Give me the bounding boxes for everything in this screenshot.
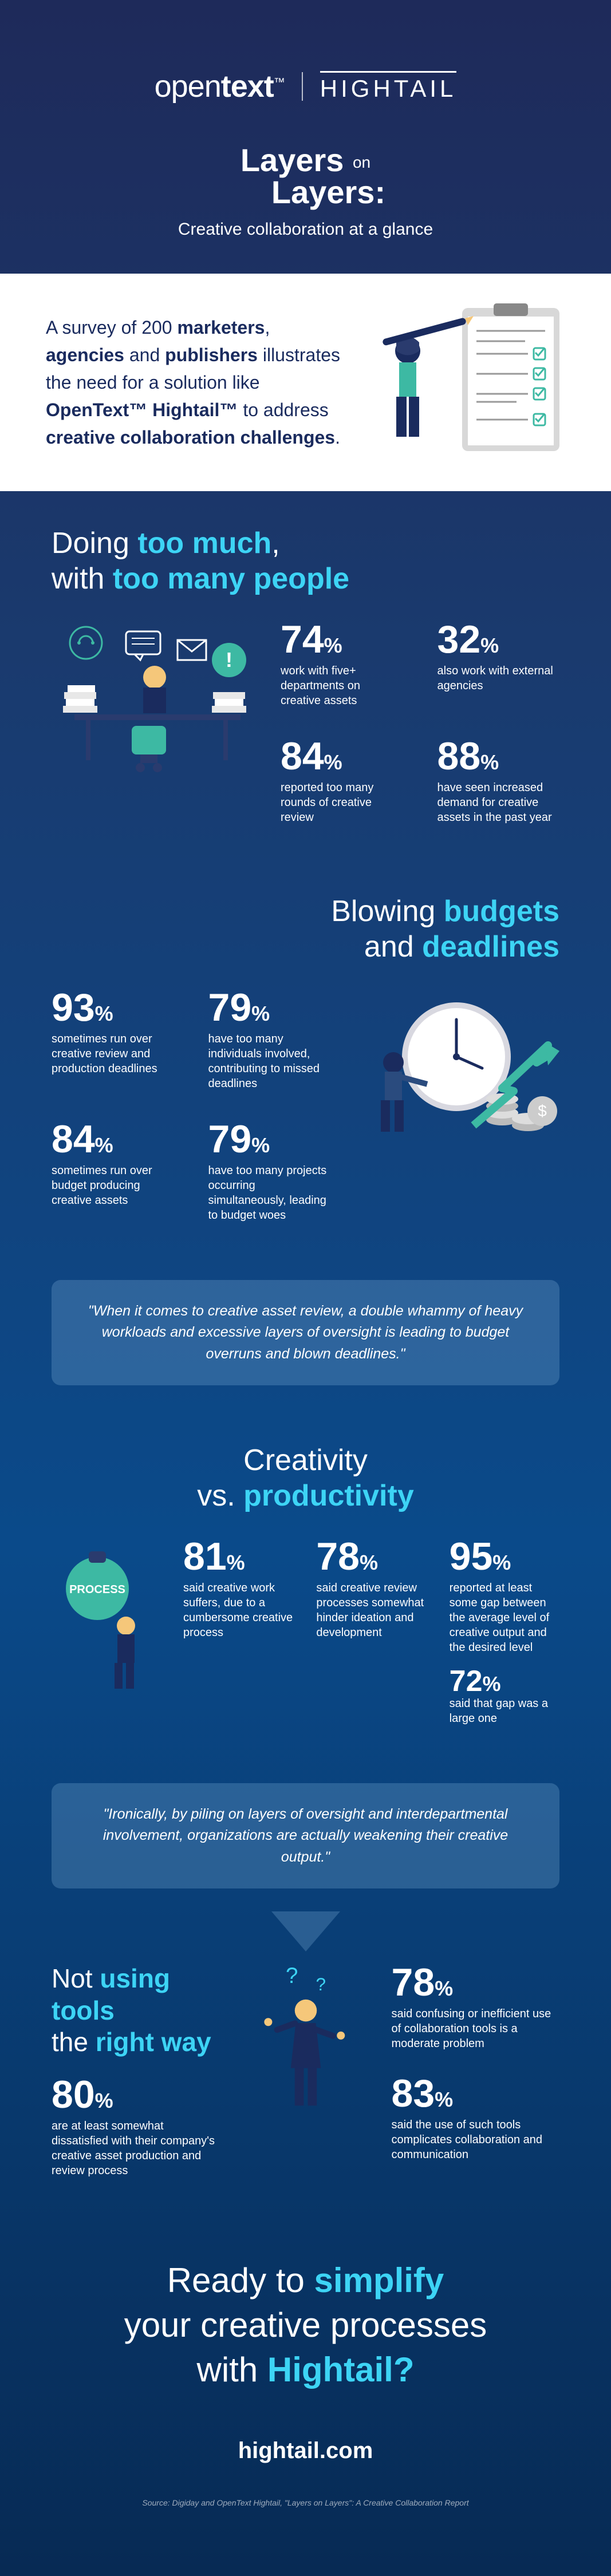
svg-text:?: ? <box>316 1974 326 1994</box>
stat-desc: sometimes run over creative review and p… <box>52 1032 174 1076</box>
weight-illustration: PROCESS <box>52 1537 166 1697</box>
clock-illustration: $ <box>353 988 559 1148</box>
stat-desc: reported too many rounds of creative rev… <box>281 780 403 825</box>
svg-text:?: ? <box>286 1963 298 1988</box>
section-tools: Not using toolsthe right way 80% are at l… <box>0 1951 611 2212</box>
svg-text:!: ! <box>226 648 232 671</box>
logo-row: opentext™ HIGHTAIL <box>46 69 565 104</box>
stat-item: 74% work with five+ departments on creati… <box>281 620 403 708</box>
stat-number: 81% <box>183 1537 293 1576</box>
hightail-logo: HIGHTAIL <box>320 71 457 102</box>
title-line1: Layers on <box>46 144 565 176</box>
stat-desc: also work with external agencies <box>437 663 560 693</box>
intro-section: A survey of 200 marketers, agencies and … <box>0 274 611 491</box>
person-clipboard-icon <box>365 302 565 463</box>
stat-desc: said confusing or inefficient use of col… <box>392 2006 560 2051</box>
stat-number: 72% <box>450 1666 559 1696</box>
stat-number: 95% <box>450 1537 559 1576</box>
stat-item: 84% sometimes run over budget producing c… <box>52 1120 174 1223</box>
stat-number: 83% <box>392 2074 560 2113</box>
stat-item: 88% have seen increased demand for creati… <box>437 737 560 825</box>
stat-number: 84% <box>52 1120 174 1159</box>
sub-stat: 72%said that gap was a large one <box>450 1666 559 1726</box>
title-line2: Layers: <box>92 176 565 208</box>
intro-text: A survey of 200 marketers, agencies and … <box>46 314 342 451</box>
opentext-logo: opentext™ <box>155 69 285 104</box>
svg-text:$: $ <box>538 1102 547 1120</box>
title-block: Layers on Layers: Creative collaboration… <box>46 144 565 239</box>
stat-item: 79% have too many projects occurring simu… <box>208 1120 331 1223</box>
stat-item: 84% reported too many rounds of creative … <box>281 737 403 825</box>
stat-desc: sometimes run over budget producing crea… <box>52 1163 174 1208</box>
stat-number: 84% <box>281 737 403 776</box>
stat-number: 80% <box>52 2075 220 2114</box>
logo-text: open <box>155 69 221 104</box>
logo-text-bold: text <box>221 69 274 104</box>
confused-person-illustration: ? ? <box>243 1963 369 2123</box>
cta-section: Ready to simplify your creative processe… <box>0 2212 611 2576</box>
stat-number: 78% <box>392 1963 560 2002</box>
stat-item: 93% sometimes run over creative review an… <box>52 988 174 1091</box>
stat-item: 83% said the use of such tools complicate… <box>392 2074 560 2162</box>
stat-desc: are at least somewhat dissatisfied with … <box>52 2119 220 2178</box>
quote-2: "Ironically, by piling on layers of over… <box>52 1783 559 1889</box>
stat-number: 79% <box>208 1120 331 1159</box>
section-title: Creativityvs. productivity <box>52 1443 559 1514</box>
stat-item: 81% said creative work suffers, due to a … <box>183 1537 293 1726</box>
section-title: Blowing budgetsand deadlines <box>52 894 559 965</box>
quote-1: "When it comes to creative asset review,… <box>52 1280 559 1386</box>
stat-desc: reported at least some gap between the a… <box>450 1581 559 1655</box>
stat-number: 32% <box>437 620 560 659</box>
stat-number: 93% <box>52 988 174 1027</box>
stat-desc: said creative work suffers, due to a cum… <box>183 1581 293 1640</box>
desk-illustration: ! <box>52 620 258 780</box>
stat-number: 79% <box>208 988 331 1027</box>
section-title: Not using toolsthe right way <box>52 1963 220 2058</box>
source-text: Source: Digiday and OpenText Hightail, "… <box>52 2498 559 2507</box>
stat-number: 74% <box>281 620 403 659</box>
stat-desc: work with five+ departments on creative … <box>281 663 403 708</box>
section-creativity: Creativityvs. productivity PROCESS 81% sa… <box>0 1408 611 1760</box>
stat-desc: have seen increased demand for creative … <box>437 780 560 825</box>
stat-item: 95% reported at least some gap between t… <box>450 1537 559 1726</box>
stat-item: 32% also work with external agencies <box>437 620 560 708</box>
cta-title: Ready to simplify your creative processe… <box>52 2258 559 2392</box>
stat-desc: said creative review processes somewhat … <box>316 1581 426 1640</box>
stat-desc: said that gap was a large one <box>450 1697 548 1725</box>
stat-desc: said the use of such tools complicates c… <box>392 2117 560 2162</box>
stat-item: 79% have too many individuals involved, c… <box>208 988 331 1091</box>
section-title: Doing too much,with too many people <box>52 526 559 597</box>
stat-number: 78% <box>316 1537 426 1576</box>
stat-number: 88% <box>437 737 560 776</box>
cta-url: hightail.com <box>52 2438 559 2464</box>
stat-desc: have too many individuals involved, cont… <box>208 1032 331 1091</box>
stat-item: 78% said creative review processes somewh… <box>316 1537 426 1726</box>
stat-item: 80% are at least somewhat dissatisfied wi… <box>52 2075 220 2178</box>
section-too-much: Doing too much,with too many people ! <box>0 491 611 859</box>
section-budgets: Blowing budgetsand deadlines 93% sometime… <box>0 859 611 1257</box>
arrow-down-icon <box>271 1911 340 1951</box>
clipboard-illustration <box>365 302 565 463</box>
stat-desc: have too many projects occurring simulta… <box>208 1163 331 1223</box>
svg-text:PROCESS: PROCESS <box>69 1583 125 1596</box>
subtitle: Creative collaboration at a glance <box>46 220 565 239</box>
header: opentext™ HIGHTAIL Layers on Layers: Cre… <box>0 0 611 274</box>
logo-divider <box>302 72 303 101</box>
stat-item: 78% said confusing or inefficient use of … <box>392 1963 560 2051</box>
